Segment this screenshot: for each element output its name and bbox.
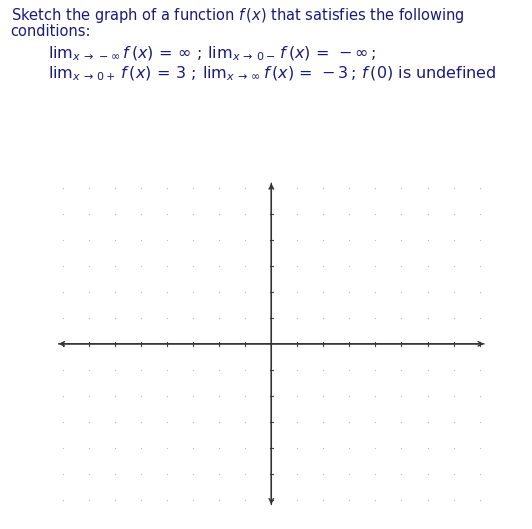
Text: conditions:: conditions:: [11, 24, 91, 39]
Text: Sketch the graph of a function $f\,(x)$ that satisfies the following: Sketch the graph of a function $f\,(x)$ …: [11, 6, 464, 25]
Text: $\mathrm{lim}_{x\,\to\,0+}\,f\,(x)\,=\,3\,\,;\,\mathrm{lim}_{x\,\to\,\infty}\,f\: $\mathrm{lim}_{x\,\to\,0+}\,f\,(x)\,=\,3…: [48, 65, 496, 83]
Text: $\mathrm{lim}_{x\,\to\,-\infty}\,f\,(x)\,=\,\infty\,\,;\,\mathrm{lim}_{x\,\to\,0: $\mathrm{lim}_{x\,\to\,-\infty}\,f\,(x)\…: [48, 44, 376, 62]
